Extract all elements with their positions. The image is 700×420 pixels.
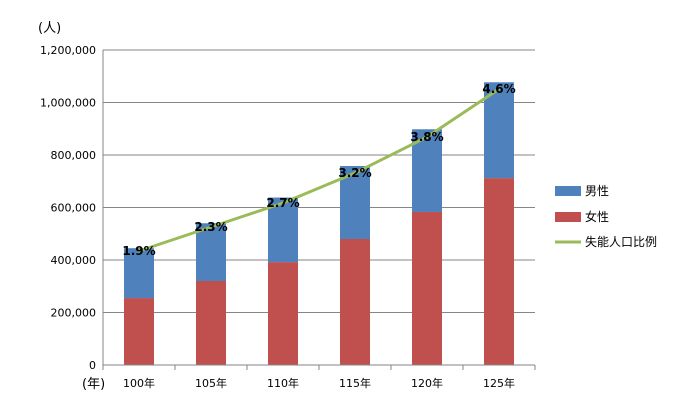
y-tick-label: 400,000 [51,254,97,267]
x-tick-label: 120年 [411,376,443,390]
legend-entry-label: 女性 [585,209,609,224]
data-label: 3.8% [410,130,443,144]
line-point [497,87,501,91]
x-axis-unit-label: (年) [82,377,105,392]
x-tick-label: 100年 [123,376,155,390]
data-label: 4.6% [482,82,515,96]
legend-entry-label: 失能人口比例 [585,234,657,249]
line-point [425,135,429,139]
bar-女性-105年 [196,281,226,365]
bar-女性-100年 [124,298,154,365]
legend-entry-label: 男性 [585,184,609,198]
y-tick-label: 1,000,000 [40,97,96,110]
bar-女性-125年 [484,178,514,365]
legend-swatch [555,186,581,196]
x-tick-label: 125年 [483,376,515,390]
x-tick-label: 110年 [267,376,299,390]
y-axis-unit-label: (人) [38,21,61,36]
y-tick-label: 800,000 [51,149,97,162]
bar-女性-115年 [340,239,370,365]
x-tick-label: 105年 [195,376,227,390]
line-point [281,201,285,205]
legend-swatch [555,212,581,222]
y-tick-label: 0 [89,359,96,372]
bar-男性-110年 [268,197,298,263]
y-tick-label: 1,200,000 [40,44,96,57]
x-tick-label: 115年 [339,376,371,390]
line-point [353,171,357,175]
line-point [209,225,213,229]
bar-男性-100年 [124,248,154,299]
bar-男性-125年 [484,82,514,179]
data-label: 3.2% [338,166,371,180]
bar-女性-120年 [412,211,442,365]
data-label: 1.9% [122,244,155,258]
y-tick-label: 200,000 [51,307,97,320]
line-point [137,249,141,253]
data-label: 2.7% [266,196,299,210]
series-line-失能人口比例 [138,87,500,253]
y-tick-label: 600,000 [51,202,97,215]
bar-男性-105年 [196,223,226,281]
bar-女性-110年 [268,262,298,365]
data-label: 2.3% [194,220,227,234]
